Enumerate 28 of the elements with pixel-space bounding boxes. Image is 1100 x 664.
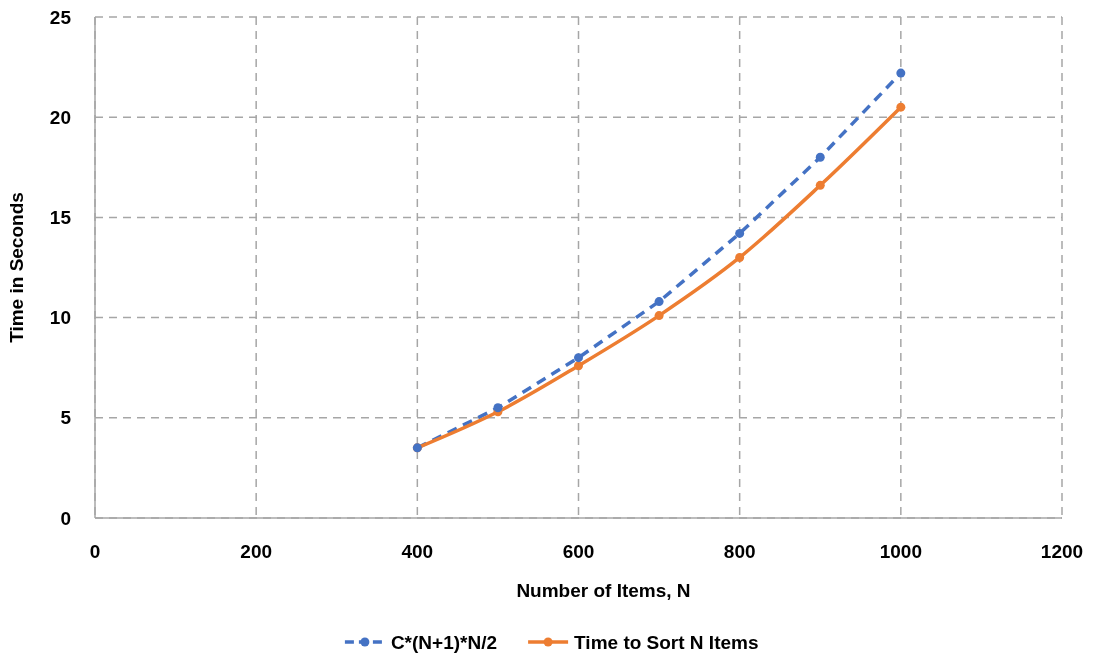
point (896, 68, 906, 78)
legend-label: Time to Sort N Items (574, 631, 759, 653)
x-tick-label: 1000 (879, 541, 922, 562)
x-tick-label: 1200 (1040, 541, 1084, 562)
point (896, 102, 906, 112)
y-tick-label: 10 (49, 307, 71, 329)
x-tick-label: 600 (562, 541, 595, 562)
y-tick-label: 15 (49, 207, 72, 229)
y-tick-label: 25 (49, 6, 72, 28)
y-tick-label: 5 (60, 407, 72, 429)
y-tick-label: 20 (49, 106, 71, 128)
legend-label: C*(N+1)*N/2 (390, 631, 498, 653)
point (735, 252, 745, 262)
point (654, 297, 664, 307)
y-axis-title: Time in Seconds (6, 192, 27, 343)
point (815, 180, 825, 190)
x-tick-label: 0 (89, 541, 101, 562)
point (574, 361, 583, 371)
point (493, 403, 503, 413)
point (815, 152, 825, 162)
x-axis-title: Number of Items, N (516, 580, 691, 601)
x-tick-label: 400 (401, 541, 434, 562)
point (735, 228, 745, 238)
point (654, 311, 664, 321)
x-tick-label: 200 (240, 541, 273, 562)
point (574, 353, 583, 363)
y-tick-label: 0 (60, 507, 71, 529)
x-tick-label: 800 (723, 541, 756, 562)
